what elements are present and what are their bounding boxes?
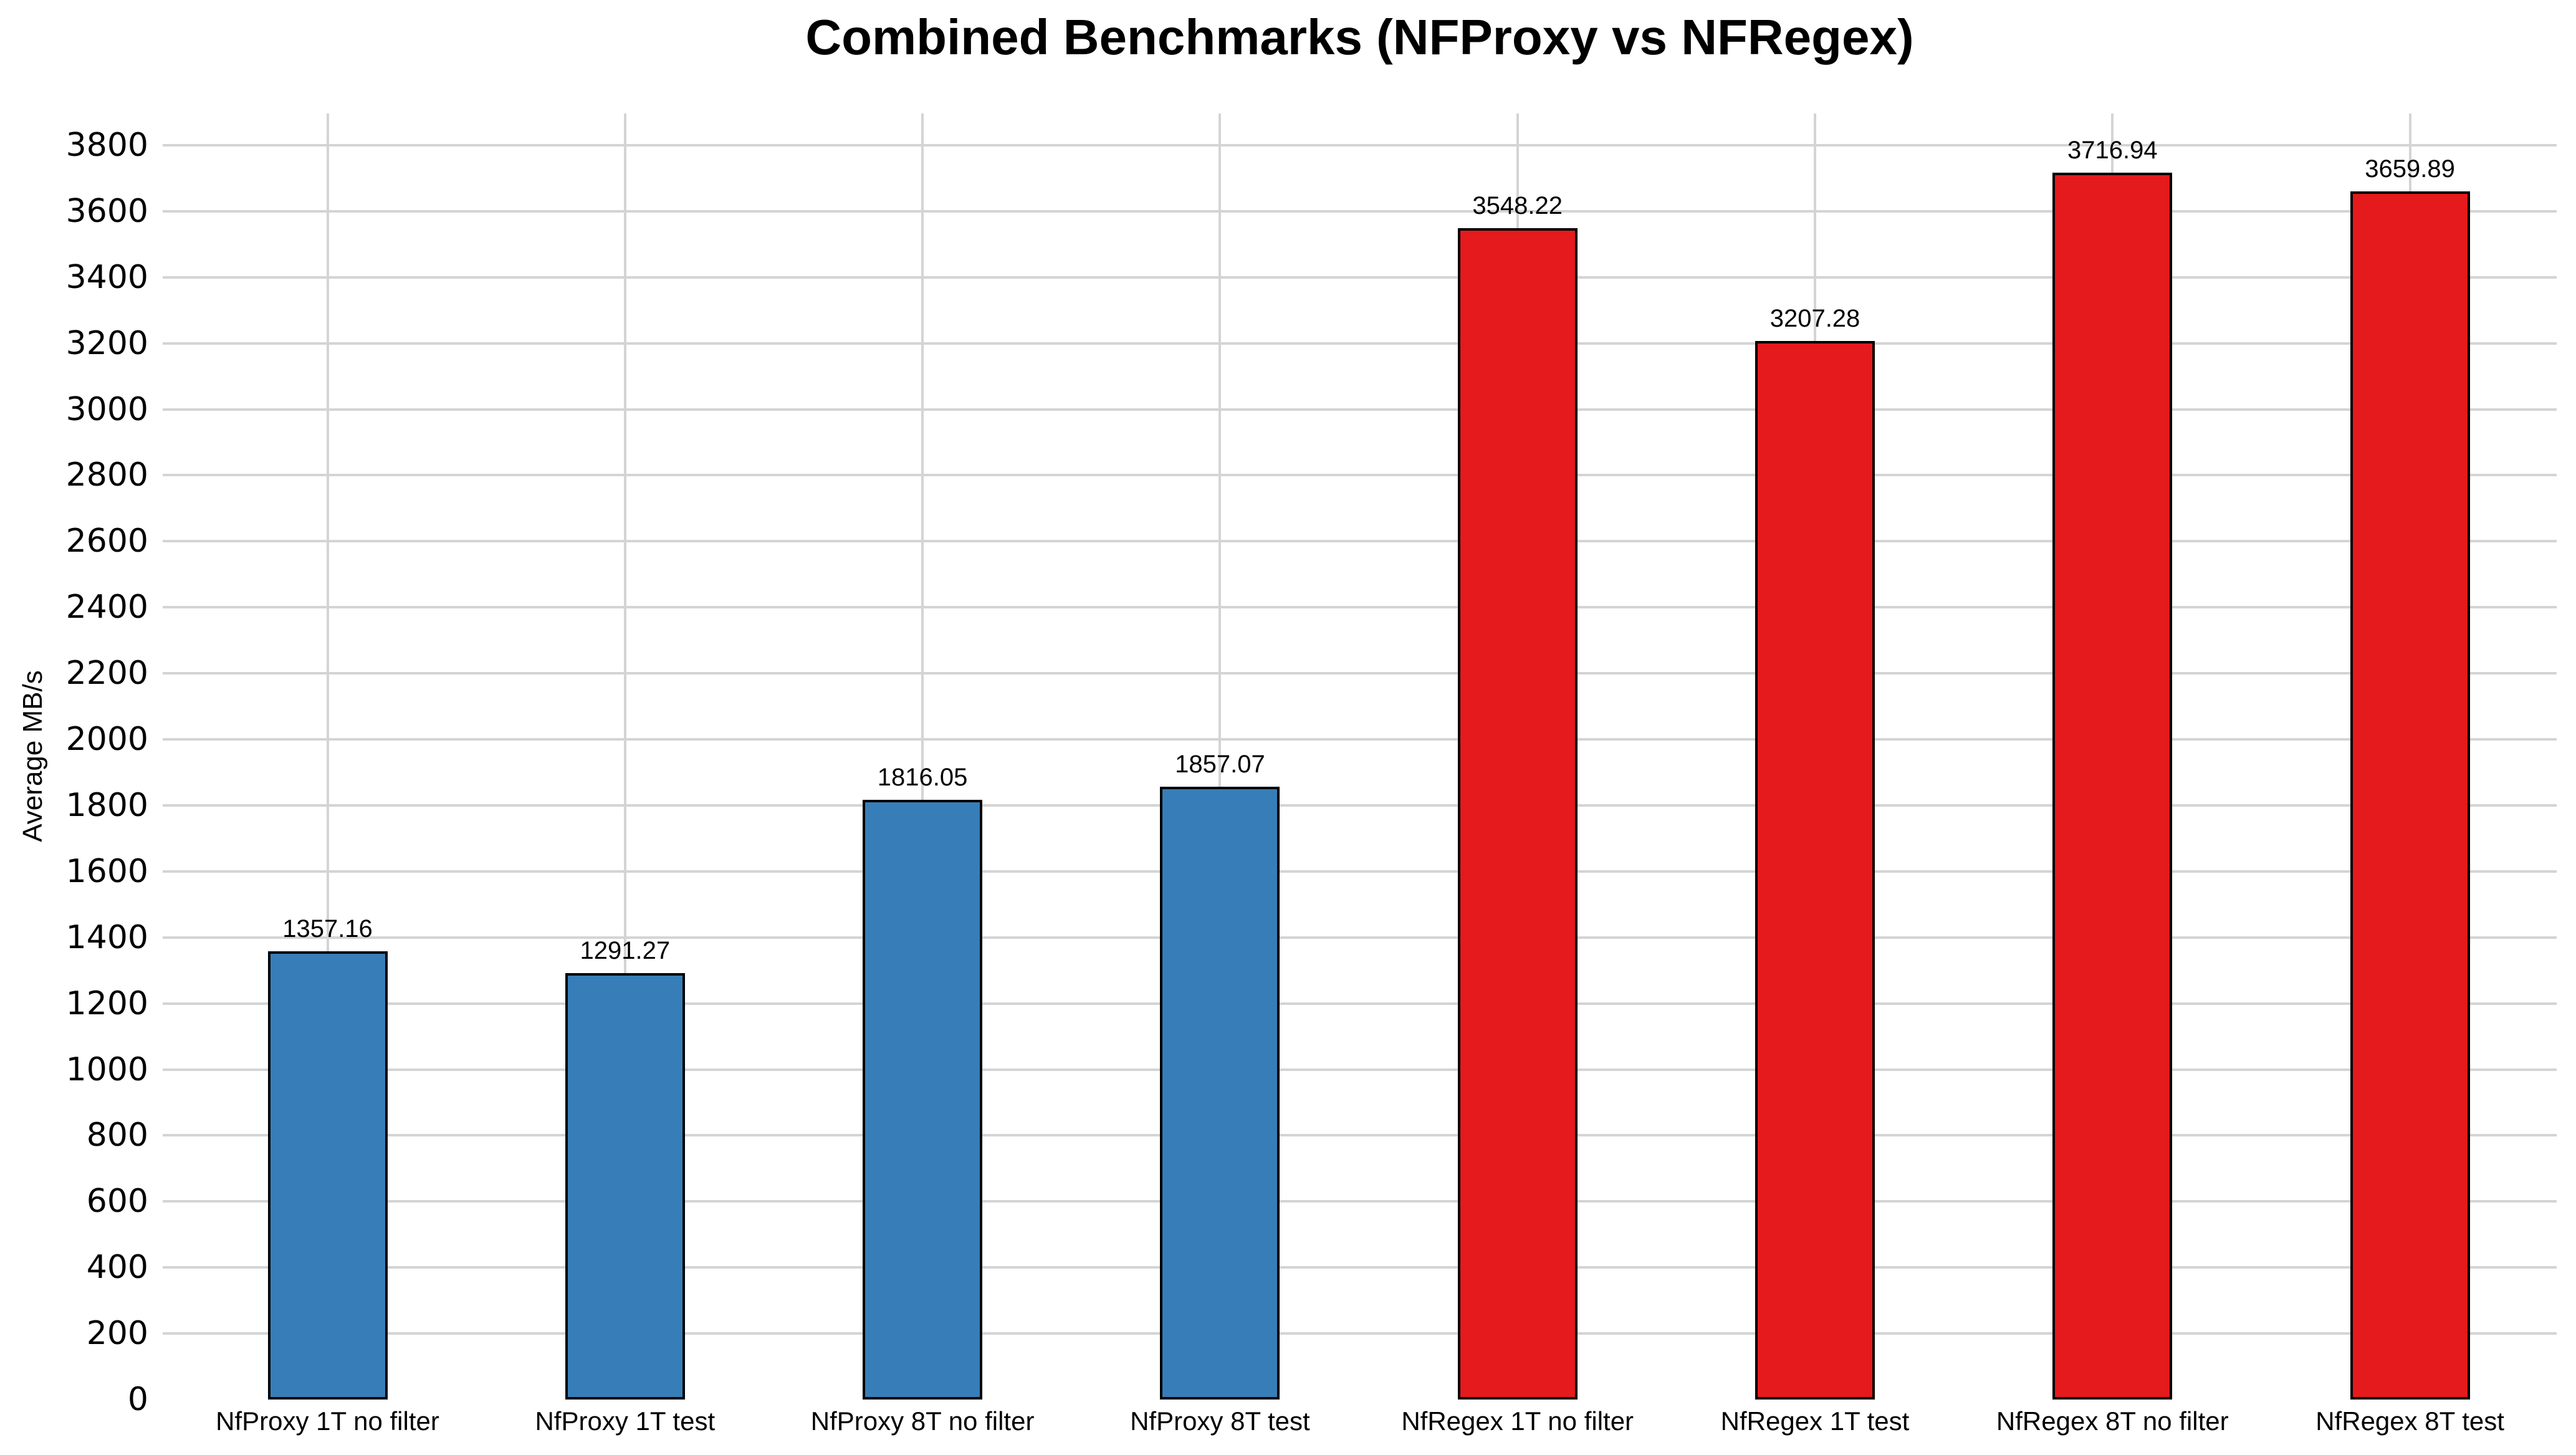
x-tick-label-nfproxy-8t-no-filter: NfProxy 8T no filter (810, 1406, 1035, 1436)
y-tick-label-1000: 1000 (65, 1050, 148, 1088)
bar-nfproxy-8t-no-filter (863, 800, 983, 1400)
bar-value-label-nfregex-8t-no-filter: 3716.94 (2067, 136, 2158, 164)
h-gridline-1600 (163, 870, 2557, 873)
y-tick-label-1800: 1800 (65, 786, 148, 824)
h-gridline-1800 (163, 804, 2557, 807)
y-tick-label-2200: 2200 (65, 655, 148, 693)
y-tick-label-3400: 3400 (65, 258, 148, 296)
h-gridline-1200 (163, 1002, 2557, 1005)
v-gridline-nfproxy-8t-test (1219, 113, 1222, 1400)
y-tick-label-3200: 3200 (65, 324, 148, 362)
h-gridline-3800 (163, 144, 2557, 146)
x-tick-label-nfregex-8t-test: NfRegex 8T test (2315, 1406, 2504, 1436)
bar-nfregex-8t-no-filter (2052, 172, 2173, 1400)
y-tick-label-2400: 2400 (65, 588, 148, 627)
chart-title: Combined Benchmarks (NFProxy vs NFRegex) (805, 9, 1914, 65)
h-gridline-2000 (163, 738, 2557, 741)
h-gridline-800 (163, 1134, 2557, 1137)
y-tick-label-600: 600 (86, 1183, 148, 1221)
bar-value-label-nfproxy-1t-no-filter: 1357.16 (282, 915, 373, 943)
h-gridline-600 (163, 1200, 2557, 1203)
y-tick-label-2600: 2600 (65, 522, 148, 560)
h-gridline-1000 (163, 1068, 2557, 1071)
h-gridline-3000 (163, 408, 2557, 411)
v-gridline-nfproxy-8t-no-filter (921, 113, 924, 1400)
y-tick-label-1200: 1200 (65, 984, 148, 1022)
h-gridline-3600 (163, 209, 2557, 213)
bar-value-label-nfregex-1t-test: 3207.28 (1769, 304, 1860, 332)
bar-value-label-nfregex-8t-test: 3659.89 (2365, 155, 2455, 183)
x-tick-label-nfregex-1t-test: NfRegex 1T test (1720, 1406, 1910, 1436)
bar-value-label-nfproxy-8t-test: 1857.07 (1175, 750, 1265, 778)
x-tick-label-nfregex-8t-no-filter: NfRegex 8T no filter (1996, 1406, 2229, 1436)
bar-nfregex-1t-test (1755, 340, 1875, 1400)
v-gridline-nfproxy-1t-no-filter (326, 113, 329, 1400)
h-gridline-2200 (163, 672, 2557, 675)
bar-nfproxy-1t-test (565, 973, 685, 1400)
y-tick-label-2800: 2800 (65, 456, 148, 494)
y-tick-label-2000: 2000 (65, 721, 148, 759)
x-tick-label-nfregex-1t-no-filter: NfRegex 1T no filter (1401, 1406, 1634, 1436)
y-tick-label-400: 400 (86, 1249, 148, 1287)
y-tick-label-3600: 3600 (65, 192, 148, 230)
h-gridline-3200 (163, 342, 2557, 345)
bar-value-label-nfproxy-1t-test: 1291.27 (580, 937, 671, 965)
h-gridline-2600 (163, 540, 2557, 543)
y-tick-label-1400: 1400 (65, 918, 148, 956)
x-tick-label-nfproxy-1t-test: NfProxy 1T test (535, 1406, 716, 1436)
h-gridline-3400 (163, 276, 2557, 279)
y-tick-label-3800: 3800 (65, 127, 148, 164)
bar-nfproxy-1t-no-filter (267, 951, 388, 1400)
bar-value-label-nfproxy-8t-no-filter: 1816.05 (877, 764, 968, 792)
h-gridline-1400 (163, 936, 2557, 939)
bar-nfregex-8t-test (2350, 191, 2470, 1400)
v-gridline-nfproxy-1t-test (623, 113, 626, 1400)
bar-nfregex-1t-no-filter (1457, 228, 1578, 1400)
h-gridline-200 (163, 1332, 2557, 1335)
x-tick-label-nfproxy-8t-test: NfProxy 8T test (1130, 1406, 1310, 1436)
y-tick-label-0: 0 (127, 1381, 148, 1418)
h-gridline-2400 (163, 606, 2557, 609)
h-gridline-400 (163, 1266, 2557, 1269)
bar-nfproxy-8t-test (1160, 786, 1280, 1400)
y-tick-label-200: 200 (86, 1315, 148, 1353)
y-tick-label-800: 800 (86, 1116, 148, 1155)
h-gridline-2800 (163, 474, 2557, 477)
y-tick-label-1600: 1600 (65, 852, 148, 890)
bar-value-label-nfregex-1t-no-filter: 3548.22 (1472, 192, 1563, 220)
y-tick-label-3000: 3000 (65, 390, 148, 428)
x-tick-label-nfproxy-1t-no-filter: NfProxy 1T no filter (216, 1406, 439, 1436)
